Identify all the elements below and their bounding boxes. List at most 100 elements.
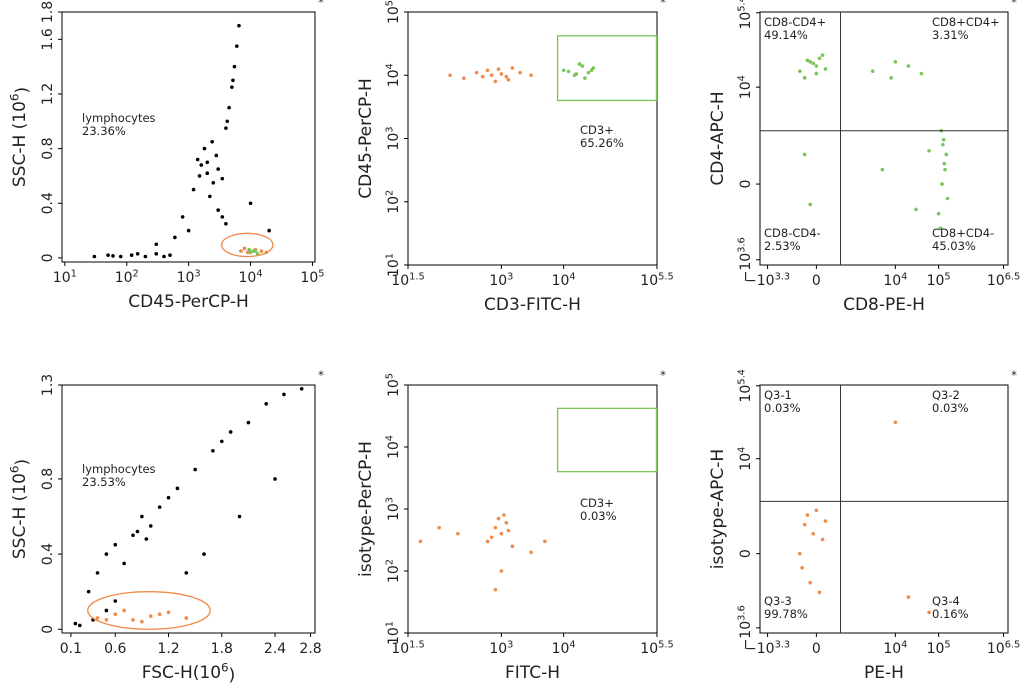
gate-label: lymphocytes bbox=[82, 111, 156, 125]
event-dot bbox=[231, 78, 235, 83]
event-dot bbox=[502, 513, 506, 517]
event-dot bbox=[251, 249, 255, 253]
event-dot bbox=[111, 254, 115, 258]
event-dot bbox=[927, 148, 931, 153]
quadrant-value: 0.03% bbox=[764, 401, 801, 415]
event-dot bbox=[906, 595, 911, 599]
panel: 101.5 103 104 105.5 101 102 103 104 105 FITC-H iso… bbox=[356, 368, 674, 683]
panel: −103.3 0 104 105 106.5 −103.6 0 104 105.4 PE-H iso… bbox=[708, 368, 1020, 683]
x-tick-label: 104 bbox=[239, 269, 263, 286]
event-dot bbox=[106, 253, 110, 257]
event-dot bbox=[118, 254, 123, 259]
x-tick-label: 0 bbox=[812, 273, 821, 289]
y-tick-label: 104 bbox=[385, 435, 402, 459]
gate-value: 0.03% bbox=[580, 509, 617, 523]
event-dot bbox=[237, 514, 242, 519]
y-axis-label: CD45-PerCP-H bbox=[356, 78, 376, 199]
gate-label: CD3+ bbox=[580, 496, 614, 510]
y-tick-label: 105 bbox=[385, 373, 402, 397]
event-dot bbox=[800, 566, 804, 570]
event-dot bbox=[493, 525, 498, 530]
event-dot bbox=[814, 71, 819, 76]
x-tick-label: 104 bbox=[883, 272, 907, 289]
plot-frame bbox=[759, 11, 1009, 266]
event-dot bbox=[798, 551, 802, 556]
event-dot bbox=[577, 62, 582, 66]
y-tick-label: −103.6 bbox=[737, 605, 754, 650]
quadrant-name: Q3-3 bbox=[764, 594, 792, 608]
y-tick-label: 101 bbox=[385, 621, 402, 645]
event-dot bbox=[157, 612, 162, 617]
event-dot bbox=[941, 142, 945, 147]
x-axis-label: FSC-H(106) bbox=[142, 660, 236, 685]
event-dot bbox=[154, 252, 159, 256]
x-tick-label: −103.3 bbox=[745, 272, 790, 289]
event-dot bbox=[92, 254, 97, 259]
x-axis-label: FITC-H bbox=[505, 663, 560, 683]
y-tick-label: 1.6 bbox=[40, 28, 56, 50]
event-dot bbox=[808, 60, 813, 64]
event-dot bbox=[168, 253, 172, 257]
quadrant-value: 0.16% bbox=[932, 607, 969, 621]
plot-frame bbox=[61, 384, 316, 634]
event-dot bbox=[529, 73, 533, 78]
event-dot bbox=[480, 74, 485, 79]
x-tick-label: 1.8 bbox=[211, 641, 233, 657]
event-dot bbox=[143, 254, 148, 259]
gate-value: 23.36% bbox=[82, 124, 126, 138]
event-dot bbox=[496, 516, 501, 521]
event-dot bbox=[228, 430, 233, 434]
plot-frame bbox=[759, 384, 1009, 634]
x-tick-label: 102 bbox=[115, 269, 139, 286]
gate-value: 23.53% bbox=[82, 475, 126, 489]
event-dot bbox=[943, 167, 947, 172]
y-tick-label: 105 bbox=[385, 0, 402, 24]
event-dot bbox=[493, 79, 498, 84]
event-dot bbox=[518, 70, 522, 75]
event-dot bbox=[162, 254, 166, 259]
event-dot bbox=[166, 495, 171, 500]
event-dot bbox=[247, 247, 251, 252]
event-dot bbox=[802, 152, 807, 157]
x-tick-label: 104 bbox=[552, 272, 576, 289]
event-dot bbox=[227, 105, 231, 110]
event-dot bbox=[499, 531, 504, 536]
event-dot bbox=[113, 542, 118, 547]
event-dot bbox=[77, 623, 82, 628]
y-axis-label: isotype-APC-H bbox=[708, 449, 728, 569]
event-dot bbox=[129, 253, 134, 257]
event-dot bbox=[506, 528, 511, 533]
x-tick-label: 104 bbox=[883, 640, 907, 657]
event-dot bbox=[823, 67, 828, 71]
event-dot bbox=[504, 520, 509, 525]
y-tick-label: 105.4 bbox=[737, 369, 754, 402]
x-tick-label: 0.1 bbox=[60, 641, 82, 657]
event-dot bbox=[808, 202, 813, 207]
event-dot bbox=[566, 69, 571, 74]
x-tick-label: 105.5 bbox=[640, 640, 673, 657]
panel: 101 102 103 104 105 0 0.4 0.8 1.2 1.6 1.8 CD45-PerC… bbox=[7, 0, 324, 312]
quadrant-name: CD8+CD4+ bbox=[932, 15, 1000, 29]
event-dot bbox=[113, 599, 118, 603]
panel: 101.5 103 104 105.5 101 102 103 104 105 CD3-FITC-… bbox=[356, 0, 674, 315]
x-tick-label: 106.5 bbox=[987, 640, 1020, 657]
y-tick-label: 0 bbox=[40, 625, 56, 634]
event-dot bbox=[113, 612, 118, 617]
x-tick-label: 103 bbox=[489, 272, 513, 289]
event-dot bbox=[580, 64, 585, 68]
event-dot bbox=[802, 76, 807, 80]
plot-frame bbox=[407, 384, 658, 634]
event-dot bbox=[474, 70, 479, 75]
event-dot bbox=[135, 529, 140, 534]
x-tick-label: 105 bbox=[300, 269, 324, 286]
event-dot bbox=[208, 194, 212, 199]
panel: 0.1 0.6 1.2 1.8 2.4 2.8 0 0.4 0.8 1.3 FSC-H(106) SS… bbox=[7, 368, 324, 685]
panel: −103.3 0 104 105 106.5 −103.6 0 104 105.4 CD8-PE-… bbox=[708, 0, 1020, 315]
event-dot bbox=[95, 616, 100, 620]
y-tick-label: 104 bbox=[737, 447, 754, 471]
event-dot bbox=[205, 160, 210, 165]
event-dot bbox=[811, 531, 816, 536]
event-dot bbox=[489, 535, 494, 540]
x-tick-label: 0 bbox=[812, 641, 821, 657]
event-dot bbox=[504, 74, 509, 79]
